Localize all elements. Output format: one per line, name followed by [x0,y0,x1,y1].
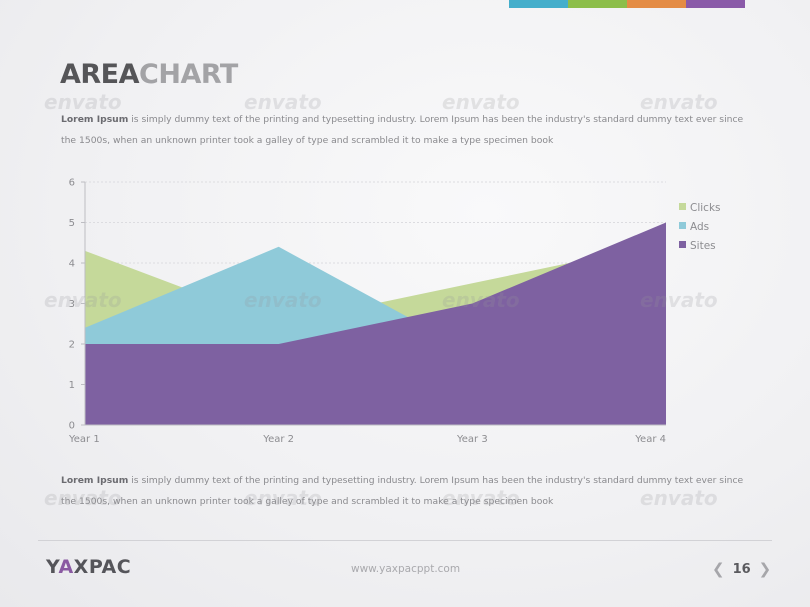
color-strip-blue [509,0,568,8]
closing-paragraph: Lorem Ipsum is simply dummy text of the … [61,470,761,512]
color-strip-green [568,0,627,8]
prev-page-icon[interactable]: ❮ [712,560,725,578]
legend-label: Ads [690,221,709,233]
color-strip [509,0,745,8]
x-tick-label: Year 2 [262,434,294,445]
page-number: 16 [732,561,751,577]
brand-logo: YAXPAC [46,556,131,578]
x-tick-label: Year 4 [634,434,666,445]
y-tick-label: 0 [69,421,75,432]
intro-paragraph: Lorem Ipsum is simply dummy text of the … [61,109,761,151]
closing-paragraph-lead: Lorem Ipsum [61,475,129,486]
footer-url: www.yaxpacppt.com [351,563,461,575]
area-chart: 0 1 2 3 4 5 6 Year 1 Year 2 Year 3 Year 4 Clicks Ads… [68,178,721,446]
legend-swatch-sites [679,241,686,248]
area-sites [85,222,666,425]
legend-swatch-ads [679,222,686,229]
brand-text-end: XPAC [73,556,132,578]
color-strip-orange [627,0,686,8]
x-tick-label: Year 1 [68,434,100,445]
next-page-icon[interactable]: ❯ [758,560,772,578]
footer-divider [38,540,772,541]
legend-label: Sites [690,240,716,252]
brand-text-accent: A [58,556,74,578]
intro-paragraph-body: is simply dummy text of the printing and… [61,114,744,146]
title-part-chart: CHART [139,59,238,90]
y-tick-label: 1 [69,380,75,391]
x-tick-label: Year 3 [456,434,488,445]
y-tick-label: 2 [69,340,75,351]
y-tick-label: 3 [69,299,75,310]
closing-paragraph-body: is simply dummy text of the printing and… [61,475,744,507]
brand-text-start: Y [46,556,59,578]
color-strip-purple [686,0,745,8]
title-part-area: AREA [60,59,140,90]
y-tick-label: 5 [69,218,75,229]
page-title: AREACHART [60,58,238,92]
legend-swatch-clicks [679,203,686,210]
y-tick-label: 6 [69,178,75,189]
intro-paragraph-lead: Lorem Ipsum [61,114,129,125]
legend-label: Clicks [690,202,721,214]
y-tick-label: 4 [69,259,75,270]
pagination: ❮ 16 ❯ [712,560,771,578]
